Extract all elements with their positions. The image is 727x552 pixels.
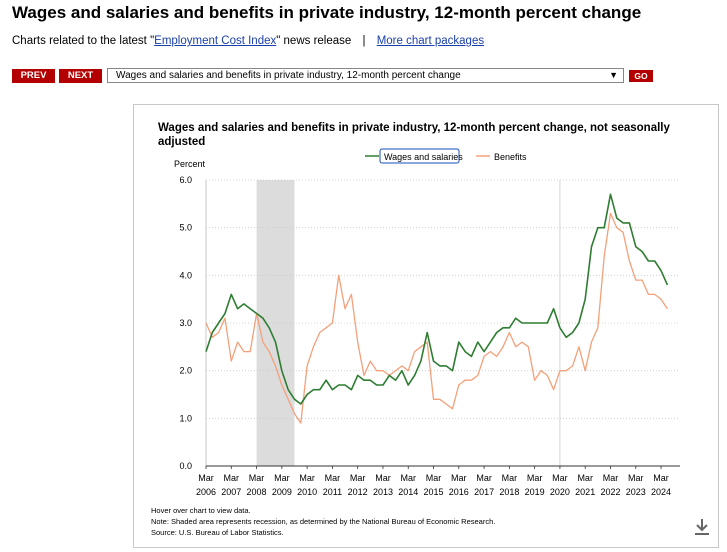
x-tick-year: 2016 bbox=[449, 487, 469, 497]
y-axis-label: Percent bbox=[174, 159, 206, 169]
x-tick-year: 2007 bbox=[221, 487, 241, 497]
x-tick-month: Mar bbox=[603, 473, 619, 483]
page-title: Wages and salaries and benefits in priva… bbox=[12, 3, 642, 22]
benefits-line[interactable] bbox=[205, 212, 668, 424]
x-tick-month: Mar bbox=[552, 473, 568, 483]
x-tick-month: Mar bbox=[375, 473, 391, 483]
chart-panel: Wages and salaries and benefits in priva… bbox=[133, 104, 719, 548]
x-tick-month: Mar bbox=[198, 473, 214, 483]
x-tick-year: 2009 bbox=[272, 487, 292, 497]
x-tick-month: Mar bbox=[400, 473, 416, 483]
download-icon[interactable] bbox=[695, 519, 709, 535]
chart-title-line1: Wages and salaries and benefits in priva… bbox=[158, 122, 670, 134]
x-tick-year: 2017 bbox=[474, 487, 494, 497]
x-tick-year: 2011 bbox=[323, 487, 342, 497]
chevron-down-icon: ▼ bbox=[609, 70, 618, 80]
x-tick-year: 2024 bbox=[651, 487, 671, 497]
x-tick-year: 2010 bbox=[297, 487, 317, 497]
x-tick-month: Mar bbox=[628, 473, 644, 483]
x-tick-month: Mar bbox=[426, 473, 442, 483]
x-tick-month: Mar bbox=[502, 473, 518, 483]
note-hover: Hover over chart to view data. bbox=[151, 506, 251, 515]
x-tick-month: Mar bbox=[325, 473, 341, 483]
legend-benefits-label[interactable]: Benefits bbox=[494, 152, 527, 162]
x-tick-month: Mar bbox=[577, 473, 593, 483]
note-source: Source: U.S. Bureau of Labor Statistics. bbox=[151, 528, 284, 537]
x-tick-year: 2015 bbox=[424, 487, 444, 497]
wages-and-salaries-line[interactable] bbox=[205, 193, 669, 405]
y-tick-label: 3.0 bbox=[179, 318, 192, 328]
x-tick-year: 2006 bbox=[196, 487, 216, 497]
x-tick-year: 2014 bbox=[398, 487, 418, 497]
link-separator: | bbox=[362, 35, 366, 47]
related-suffix: " news release bbox=[276, 35, 352, 47]
chart-svg: Wages and salaries and benefits in priva… bbox=[151, 122, 709, 537]
chart-select-value: Wages and salaries and benefits in priva… bbox=[116, 70, 461, 81]
chart-select[interactable]: Wages and salaries and benefits in priva… bbox=[107, 68, 624, 83]
x-tick-month: Mar bbox=[299, 473, 315, 483]
prev-button[interactable]: PREV bbox=[12, 69, 55, 83]
x-tick-month: Mar bbox=[653, 473, 669, 483]
x-tick-month: Mar bbox=[274, 473, 290, 483]
go-button[interactable]: GO bbox=[629, 70, 653, 82]
legend-wages-label[interactable]: Wages and salaries bbox=[384, 152, 463, 162]
x-tick-year: 2023 bbox=[626, 487, 646, 497]
note-recession: Note: Shaded area represents recession, … bbox=[151, 517, 495, 526]
more-chart-packages-link[interactable]: More chart packages bbox=[376, 35, 485, 47]
y-tick-label: 5.0 bbox=[179, 223, 192, 233]
x-tick-year: 2020 bbox=[550, 487, 570, 497]
next-button[interactable]: NEXT bbox=[59, 69, 102, 83]
employment-cost-index-link[interactable]: Employment Cost Index bbox=[154, 35, 277, 47]
related-prefix: Charts related to the latest " bbox=[12, 35, 155, 47]
x-tick-month: Mar bbox=[527, 473, 543, 483]
x-tick-month: Mar bbox=[249, 473, 265, 483]
y-tick-label: 0.0 bbox=[179, 461, 192, 471]
x-tick-year: 2022 bbox=[600, 487, 620, 497]
legend[interactable]: Wages and salaries Benefits bbox=[365, 148, 527, 164]
x-tick-month: Mar bbox=[350, 473, 366, 483]
x-tick-year: 2013 bbox=[373, 487, 393, 497]
chart-title-line2: adjusted bbox=[158, 136, 205, 148]
x-tick-year: 2008 bbox=[247, 487, 267, 497]
x-tick-month: Mar bbox=[476, 473, 492, 483]
x-tick-month: Mar bbox=[224, 473, 240, 483]
x-tick-year: 2019 bbox=[525, 487, 545, 497]
y-tick-label: 6.0 bbox=[179, 175, 192, 185]
legend-wages-focus bbox=[379, 148, 460, 164]
related-charts-line: Charts related to the latest "Employment… bbox=[12, 35, 484, 47]
x-tick-year: 2021 bbox=[575, 487, 595, 497]
x-tick-month: Mar bbox=[451, 473, 467, 483]
x-tick-year: 2012 bbox=[348, 487, 368, 497]
y-tick-label: 4.0 bbox=[179, 270, 192, 280]
x-tick-year: 2018 bbox=[499, 487, 519, 497]
y-tick-label: 2.0 bbox=[179, 366, 192, 376]
y-tick-label: 1.0 bbox=[179, 413, 192, 423]
